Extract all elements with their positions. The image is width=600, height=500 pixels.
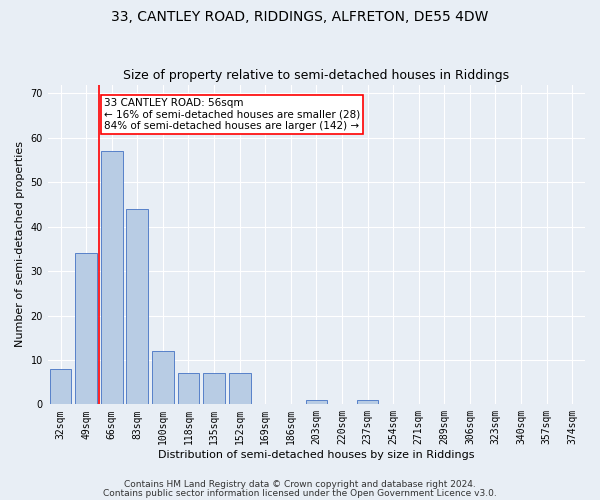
Bar	[75, 254, 97, 404]
Bar	[178, 373, 199, 404]
Text: Contains public sector information licensed under the Open Government Licence v3: Contains public sector information licen…	[103, 488, 497, 498]
Text: 33 CANTLEY ROAD: 56sqm
← 16% of semi-detached houses are smaller (28)
84% of sem: 33 CANTLEY ROAD: 56sqm ← 16% of semi-det…	[104, 98, 361, 131]
Bar	[50, 369, 71, 404]
Bar	[127, 209, 148, 404]
Bar	[229, 373, 251, 404]
Bar	[101, 151, 122, 405]
Title: Size of property relative to semi-detached houses in Riddings: Size of property relative to semi-detach…	[124, 69, 509, 82]
Text: Contains HM Land Registry data © Crown copyright and database right 2024.: Contains HM Land Registry data © Crown c…	[124, 480, 476, 489]
Bar	[356, 400, 379, 404]
Bar	[152, 351, 174, 405]
Y-axis label: Number of semi-detached properties: Number of semi-detached properties	[15, 142, 25, 348]
Bar	[203, 373, 225, 404]
Text: 33, CANTLEY ROAD, RIDDINGS, ALFRETON, DE55 4DW: 33, CANTLEY ROAD, RIDDINGS, ALFRETON, DE…	[112, 10, 488, 24]
X-axis label: Distribution of semi-detached houses by size in Riddings: Distribution of semi-detached houses by …	[158, 450, 475, 460]
Bar	[305, 400, 327, 404]
